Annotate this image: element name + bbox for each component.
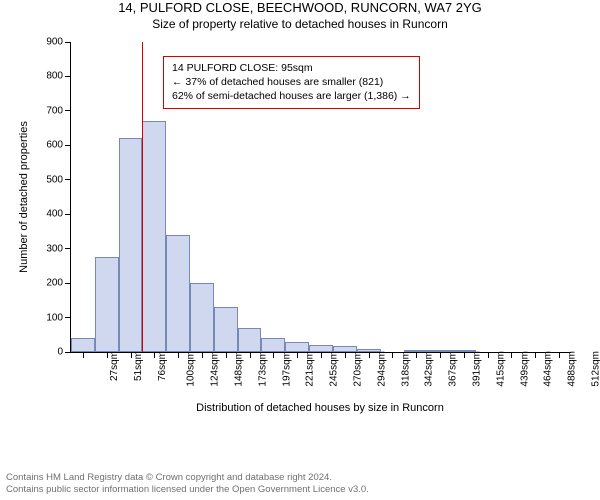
x-tick-label: 488sqm — [567, 351, 578, 387]
x-tick-label: 27sqm — [109, 351, 120, 381]
histogram-bar — [119, 138, 143, 352]
histogram-bar — [95, 257, 119, 352]
y-tick — [65, 179, 71, 180]
x-tick — [83, 352, 84, 358]
reference-line — [142, 42, 143, 352]
x-axis-title: Distribution of detached houses by size … — [70, 402, 570, 412]
x-tick — [535, 352, 536, 358]
x-tick-label: 148sqm — [234, 351, 245, 387]
x-tick — [321, 352, 322, 358]
plot-area: 14 PULFORD CLOSE: 95sqm ← 37% of detache… — [70, 42, 571, 353]
x-tick-label: 318sqm — [400, 351, 411, 387]
x-tick-label: 197sqm — [281, 351, 292, 387]
histogram-bar — [71, 338, 95, 352]
x-tick-label: 270sqm — [353, 351, 364, 387]
y-tick-label: 700 — [46, 105, 63, 116]
footer-line-1: Contains HM Land Registry data © Crown c… — [6, 472, 369, 484]
x-tick-label: 367sqm — [448, 351, 459, 387]
histogram-bar — [309, 345, 333, 352]
x-tick — [369, 352, 370, 358]
histogram-bar — [142, 121, 166, 352]
x-tick-label: 124sqm — [210, 351, 221, 387]
y-tick-label: 300 — [46, 243, 63, 254]
histogram-bar — [166, 235, 190, 352]
x-tick — [178, 352, 179, 358]
page-subtitle: Size of property relative to detached ho… — [0, 17, 600, 31]
x-tick-label: 221sqm — [305, 351, 316, 387]
y-tick — [65, 283, 71, 284]
annotation-box: 14 PULFORD CLOSE: 95sqm ← 37% of detache… — [163, 56, 420, 109]
x-tick — [345, 352, 346, 358]
y-tick — [65, 76, 71, 77]
y-tick — [65, 317, 71, 318]
annotation-line-3: 62% of semi-detached houses are larger (… — [172, 89, 411, 103]
x-tick — [131, 352, 132, 358]
y-tick-label: 600 — [46, 140, 63, 151]
y-tick-label: 500 — [46, 174, 63, 185]
histogram-bar — [238, 328, 262, 352]
y-tick-label: 400 — [46, 209, 63, 220]
x-tick — [464, 352, 465, 358]
x-tick — [107, 352, 108, 358]
histogram-bar — [190, 283, 214, 352]
histogram-bar — [214, 307, 238, 352]
x-tick-label: 51sqm — [133, 351, 144, 381]
x-tick-label: 391sqm — [472, 351, 483, 387]
y-tick — [65, 110, 71, 111]
x-tick-label: 342sqm — [424, 351, 435, 387]
x-tick — [297, 352, 298, 358]
x-tick-label: 173sqm — [257, 351, 268, 387]
x-tick — [154, 352, 155, 358]
y-tick-label: 200 — [46, 278, 63, 289]
y-tick-label: 0 — [57, 347, 63, 358]
x-tick-label: 100sqm — [186, 351, 197, 387]
x-tick — [392, 352, 393, 358]
histogram-bar — [285, 342, 309, 352]
x-tick — [511, 352, 512, 358]
y-tick — [65, 145, 71, 146]
x-tick-label: 439sqm — [519, 351, 530, 387]
annotation-line-2: ← 37% of detached houses are smaller (82… — [172, 75, 411, 89]
x-tick — [202, 352, 203, 358]
x-tick — [488, 352, 489, 358]
x-tick — [440, 352, 441, 358]
y-tick — [65, 248, 71, 249]
annotation-line-1: 14 PULFORD CLOSE: 95sqm — [172, 61, 411, 75]
x-tick-label: 415sqm — [495, 351, 506, 387]
x-tick — [416, 352, 417, 358]
y-tick-label: 100 — [46, 312, 63, 323]
footer-line-2: Contains public sector information licen… — [6, 484, 369, 496]
y-tick-label: 800 — [46, 71, 63, 82]
x-tick-label: 464sqm — [543, 351, 554, 387]
page-title: 14, PULFORD CLOSE, BEECHWOOD, RUNCORN, W… — [0, 0, 600, 15]
y-tick-label: 900 — [46, 37, 63, 48]
x-tick — [226, 352, 227, 358]
x-tick-label: 76sqm — [157, 351, 168, 381]
histogram-chart: Number of detached properties 14 PULFORD… — [50, 42, 570, 392]
y-tick — [65, 214, 71, 215]
footer-attribution: Contains HM Land Registry data © Crown c… — [6, 472, 369, 496]
x-tick — [559, 352, 560, 358]
x-tick-label: 294sqm — [376, 351, 387, 387]
x-tick — [273, 352, 274, 358]
histogram-bar — [261, 338, 285, 352]
x-tick-label: 512sqm — [591, 351, 600, 387]
x-tick-label: 245sqm — [329, 351, 340, 387]
y-axis-title: Number of detached properties — [18, 121, 30, 273]
y-tick — [65, 42, 71, 43]
x-tick — [250, 352, 251, 358]
